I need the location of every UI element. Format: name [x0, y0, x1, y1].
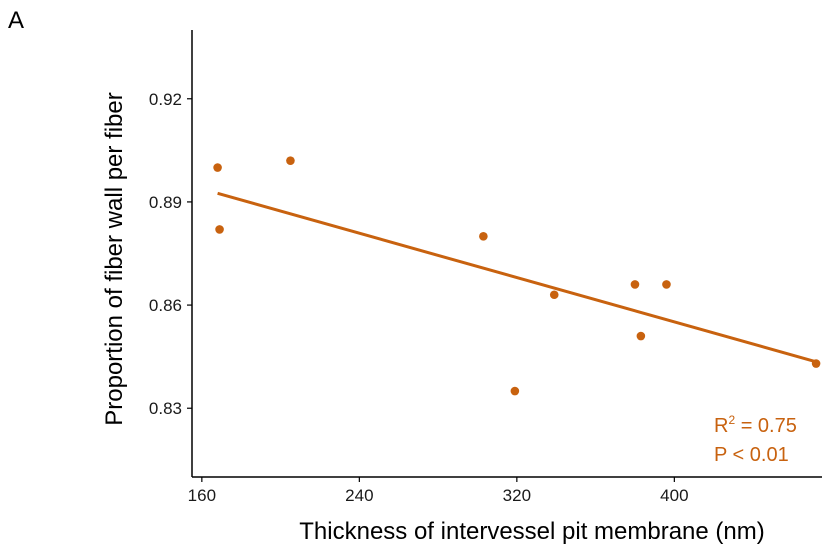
p-value-annotation: P < 0.01 [714, 444, 789, 466]
data-point [662, 280, 671, 289]
r-squared-value: = 0.75 [735, 415, 797, 437]
data-point [213, 163, 222, 172]
data-point [549, 290, 559, 300]
x-tick-label: 160 [188, 486, 216, 505]
data-point [286, 156, 295, 165]
data-points [213, 156, 821, 396]
data-point [636, 331, 646, 341]
r-squared-prefix: R [714, 415, 728, 437]
regression-line [217, 191, 817, 364]
y-axis-title: Proportion of fiber wall per fiber [101, 92, 128, 426]
panel-label: A [8, 7, 24, 34]
r-squared-superscript: 2 [728, 413, 735, 427]
data-point [479, 232, 488, 241]
data-point [510, 386, 520, 396]
x-ticks: 160 240 320 400 [188, 477, 689, 505]
y-tick-label: 0.83 [149, 399, 182, 418]
y-tick-label: 0.92 [149, 90, 182, 109]
y-ticks: 0.83 0.86 0.89 0.92 [149, 90, 192, 418]
data-point [811, 359, 821, 368]
x-tick-label: 320 [503, 486, 531, 505]
data-point [215, 225, 224, 234]
x-tick-label: 240 [345, 486, 373, 505]
y-tick-label: 0.86 [149, 296, 182, 315]
x-tick-label: 400 [660, 486, 688, 505]
y-tick-label: 0.89 [149, 193, 182, 212]
r-squared-annotation: R2 = 0.75 [714, 413, 797, 437]
data-point [630, 280, 640, 289]
x-axis-title: Thickness of intervessel pit membrane (n… [299, 518, 765, 545]
